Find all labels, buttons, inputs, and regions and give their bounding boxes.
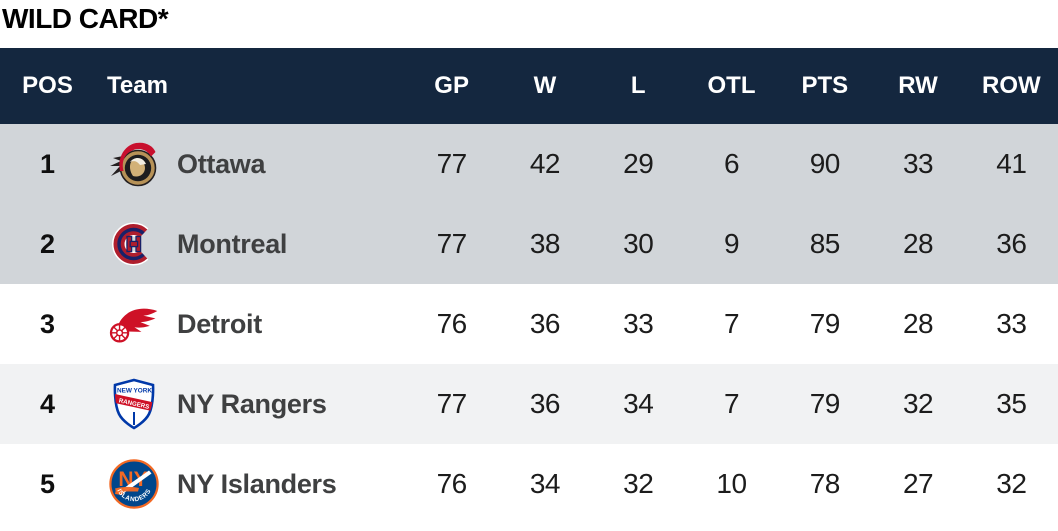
stat-row: 33 [996,308,1027,339]
column-header-row: ROW [982,72,1041,99]
stat-row: 36 [996,228,1027,259]
stat-gp: 77 [436,228,468,259]
stat-pts: 79 [809,388,841,419]
team-name[interactable]: NY Islanders [177,468,337,499]
position-value: 3 [39,308,56,339]
position-value: 1 [39,148,56,179]
team-cell[interactable]: Detroit [95,296,405,352]
column-header-otl: OTL [707,72,756,99]
team-cell[interactable]: Montreal [95,216,405,272]
stat-w: 42 [529,148,561,179]
stat-gp: 76 [436,308,468,339]
stat-otl: 7 [723,308,740,339]
svg-text:NY: NY [118,468,147,491]
stat-w: 34 [529,468,561,499]
position-value: 5 [39,468,56,499]
ottawa-senators-logo [107,136,161,192]
detroit-red-wings-logo [107,296,161,352]
position-value: 4 [39,388,56,419]
ny-islanders-logo: NY ISLANDERS [107,456,161,512]
team-name[interactable]: Ottawa [177,148,266,179]
stat-l: 32 [623,468,654,499]
team-cell[interactable]: NY ISLANDERS NY Islanders [95,456,405,512]
stat-row: 41 [996,148,1027,179]
team-name[interactable]: NY Rangers [177,388,327,419]
stat-pts: 79 [809,308,841,339]
column-header-pts: PTS [801,72,849,99]
stat-w: 36 [529,308,561,339]
table-row: 1 Ottawa 77 42 29 6 90 33 41 [0,124,1058,204]
stat-l: 29 [623,148,654,179]
stat-l: 30 [623,228,654,259]
table-row: 5 NY ISLANDERS NY Islanders 76 34 32 10 … [0,444,1058,524]
stat-pts: 85 [809,228,841,259]
team-name[interactable]: Detroit [177,308,262,339]
stat-pts: 78 [809,468,841,499]
stat-rw: 27 [902,468,934,499]
column-header-w: W [533,72,557,99]
table-row: 2 Montreal 77 38 30 9 85 28 36 [0,204,1058,284]
stat-gp: 76 [436,468,468,499]
column-header-pos: POS [22,72,73,99]
stat-gp: 77 [436,388,468,419]
stat-otl: 10 [716,468,747,499]
stat-rw: 32 [902,388,934,419]
stat-otl: 9 [723,228,740,259]
table-row: 4 RANGERS NEW YORK NY Rangers 77 36 34 7… [0,364,1058,444]
stat-l: 34 [623,388,654,419]
position-value: 2 [39,228,56,259]
stat-w: 38 [529,228,561,259]
stat-gp: 77 [436,148,468,179]
table-row: 3 Detroit 76 36 33 7 79 28 33 [0,284,1058,364]
column-header-rw: RW [898,72,938,99]
stat-w: 36 [529,388,561,419]
stat-rw: 28 [902,308,934,339]
stat-rw: 28 [902,228,934,259]
team-cell[interactable]: RANGERS NEW YORK NY Rangers [95,376,405,432]
page-title: WILD CARD* [2,3,169,34]
montreal-canadiens-logo [107,216,161,272]
column-header-gp: GP [434,72,469,99]
column-header-team: Team [107,72,168,99]
table-body: 1 Ottawa 77 42 29 6 90 33 41 2 Montrea [0,124,1058,524]
standings-table: POS Team GP W L OTL PTS RW ROW 1 Ottawa … [0,48,1058,524]
team-name[interactable]: Montreal [177,228,288,259]
stat-otl: 7 [723,388,740,419]
column-header-l: L [630,72,646,99]
stat-pts: 90 [809,148,841,179]
table-header-row: POS Team GP W L OTL PTS RW ROW [0,48,1058,124]
stat-row: 35 [996,388,1027,419]
svg-text:NEW YORK: NEW YORK [117,388,152,395]
stat-otl: 6 [723,148,740,179]
stat-row: 32 [996,468,1027,499]
stat-l: 33 [623,308,654,339]
ny-rangers-logo: RANGERS NEW YORK [107,376,161,432]
stat-rw: 33 [902,148,934,179]
team-cell[interactable]: Ottawa [95,136,405,192]
